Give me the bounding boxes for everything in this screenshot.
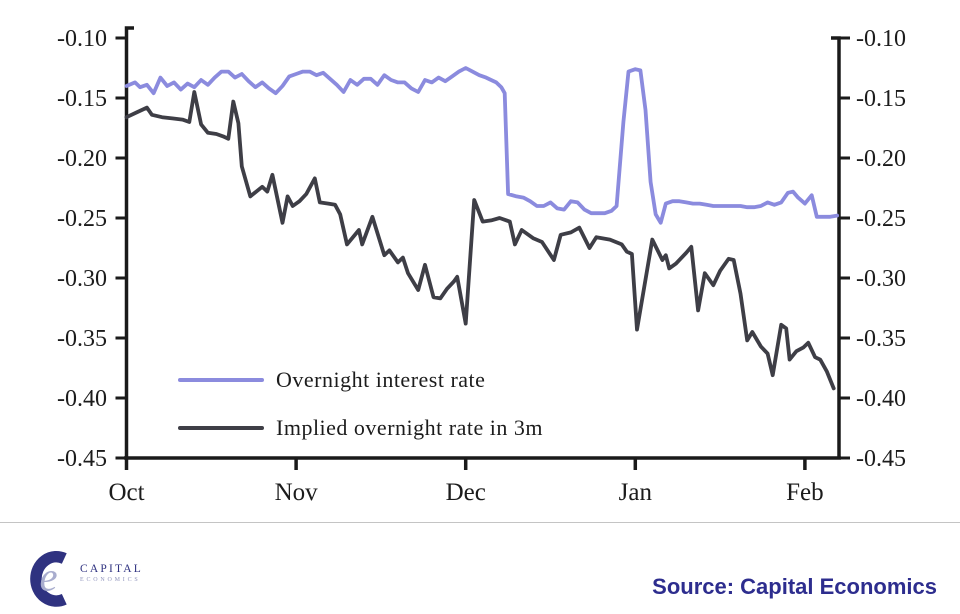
y-axis-label-left: -0.35 [57, 326, 107, 352]
line-chart: -0.10 -0.10 -0.15 -0.15 -0.20 -0.20 -0.25 -0.25… [57, 26, 906, 506]
footer: e CAPITAL ECONOMICS Source: Capital Econ… [0, 523, 960, 614]
y-axis-label-right: -0.30 [856, 266, 906, 292]
y-axis-label-left: -0.10 [57, 26, 107, 52]
chart-area: -0.10 -0.10 -0.15 -0.15 -0.20 -0.20 -0.25 -0.25… [57, 26, 906, 506]
logo-text-economics: ECONOMICS [80, 577, 141, 583]
x-axis-label: Feb [786, 479, 824, 506]
capital-economics-emblem-icon: e [30, 551, 67, 607]
legend: Overnight interest rate Implied overnigh… [178, 356, 543, 452]
series-line-overnight-rate [124, 66, 839, 225]
x-axis-label: Jan [619, 479, 653, 506]
logo-text: CAPITAL ECONOMICS [80, 563, 144, 584]
capital-economics-logo: e CAPITAL ECONOMICS [24, 547, 143, 609]
y-axis-label-left: -0.40 [57, 386, 107, 412]
y-axis-label-right: -0.35 [856, 326, 906, 352]
legend-label-implied-rate: Implied overnight rate in 3m [276, 415, 543, 440]
y-axis-label-left: -0.25 [57, 206, 107, 232]
legend-item-implied-rate: Implied overnight rate in 3m [178, 404, 543, 452]
y-axis-label-left: -0.15 [57, 86, 107, 112]
y-axis-label-left: -0.45 [57, 446, 107, 472]
legend-line-swatch-implied-rate [178, 426, 264, 430]
y-axis-label-right: -0.15 [856, 86, 906, 112]
legend-label-overnight-rate: Overnight interest rate [276, 367, 486, 392]
logo-text-capital: CAPITAL [80, 563, 144, 575]
legend-line-swatch-overnight-rate [178, 378, 264, 382]
y-axis-label-right: -0.10 [856, 26, 906, 52]
y-axis-label-right: -0.20 [856, 146, 906, 172]
source-text: Source: Capital Economics [652, 574, 937, 599]
footer-divider [0, 522, 960, 523]
series-line-implied-rate [124, 90, 836, 391]
y-axis-label-left: -0.30 [57, 266, 107, 292]
y-axis-label-right: -0.40 [856, 386, 906, 412]
x-axis-label: Oct [108, 479, 144, 506]
y-axis-label-left: -0.20 [57, 146, 107, 172]
svg-text:e: e [39, 554, 57, 599]
legend-item-overnight-rate: Overnight interest rate [178, 356, 543, 404]
y-axis-label-right: -0.45 [856, 446, 906, 472]
y-axis-label-right: -0.25 [856, 206, 906, 232]
x-axis-label: Dec [446, 479, 486, 506]
x-axis-label: Nov [275, 479, 319, 506]
